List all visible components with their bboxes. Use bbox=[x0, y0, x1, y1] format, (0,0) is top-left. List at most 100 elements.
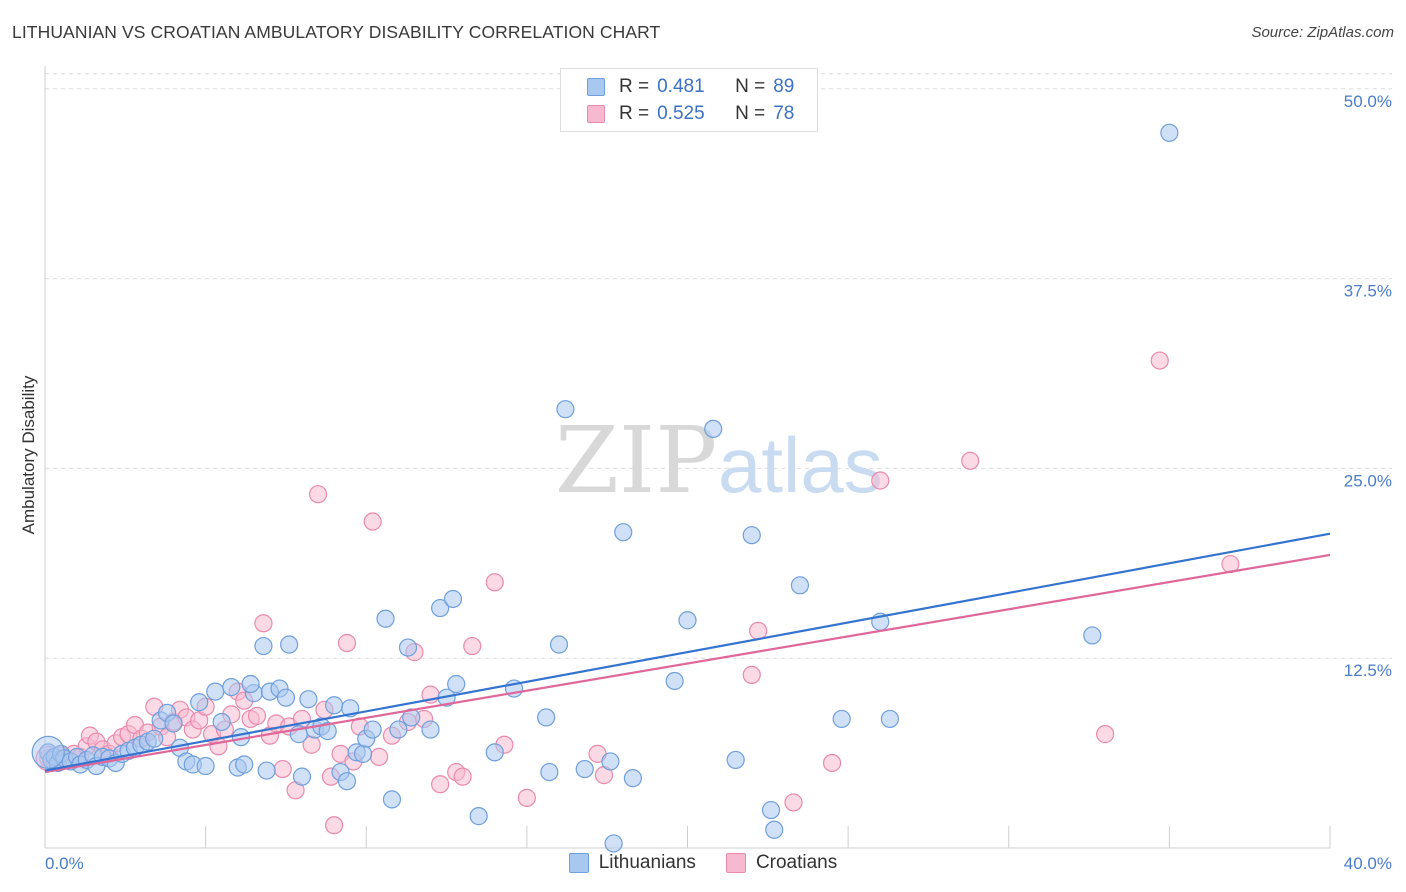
lithuanian-point bbox=[325, 696, 344, 715]
lithuanian-point bbox=[790, 576, 810, 595]
lithuanian-point bbox=[382, 790, 402, 809]
legend-swatch-lithuanians bbox=[587, 78, 605, 96]
croatian-point bbox=[822, 753, 842, 773]
croatian-point bbox=[363, 512, 382, 531]
legend-n-value: 78 bbox=[773, 103, 795, 124]
x-tick-labels: 0.0% 40.0% bbox=[45, 854, 1392, 873]
lithuanian-point bbox=[164, 714, 183, 733]
lithuanian-point bbox=[299, 690, 318, 709]
lithuanian-point bbox=[337, 772, 357, 791]
legend-row-lithuanians: R = 0.481 N = 89 bbox=[587, 75, 794, 99]
lithuanian-point bbox=[540, 762, 559, 782]
lithuanian-point bbox=[832, 709, 851, 729]
croatian-point bbox=[247, 706, 267, 725]
lithuanian-point bbox=[469, 807, 488, 826]
lithuanian-point bbox=[765, 820, 784, 839]
x-tick-label: 40.0% bbox=[1344, 854, 1392, 873]
croatian-point bbox=[1096, 725, 1115, 744]
lithuanian-point bbox=[601, 752, 620, 771]
legend-r-label: R = bbox=[619, 103, 650, 124]
lithuanian-point bbox=[704, 419, 723, 439]
lithuanian-point bbox=[318, 721, 337, 741]
croatian-point bbox=[742, 665, 761, 684]
lithuanian-point bbox=[212, 712, 231, 732]
source-label: Source: ZipAtlas.com bbox=[1251, 24, 1394, 41]
croatians-trend-line bbox=[44, 553, 1331, 774]
lithuanian-point bbox=[254, 636, 273, 656]
lithuanian-point bbox=[614, 523, 633, 542]
croatian-point bbox=[337, 633, 357, 653]
lithuanians-trend-line bbox=[44, 532, 1331, 772]
croatian-point bbox=[749, 621, 768, 640]
x-tick-label: 0.0% bbox=[45, 854, 84, 873]
croatian-point bbox=[308, 485, 328, 504]
bottom-legend: Lithuanians Croatians bbox=[0, 852, 1406, 874]
y-axis-label: Ambulatory Disability bbox=[19, 375, 38, 534]
lithuanian-point bbox=[257, 761, 276, 780]
lithuanians-points bbox=[31, 123, 1179, 853]
lithuanian-point bbox=[742, 526, 761, 545]
croatian-point bbox=[961, 451, 980, 470]
y-tick-label: 12.5% bbox=[1344, 661, 1392, 680]
lithuanian-point bbox=[389, 720, 408, 739]
grid-lines bbox=[45, 73, 1392, 659]
lithuanian-point bbox=[485, 743, 504, 762]
legend-n-label: N = bbox=[735, 103, 766, 124]
lithuanian-point bbox=[575, 759, 594, 779]
lithuanian-point bbox=[447, 674, 466, 694]
watermark-atlas: atlas bbox=[718, 421, 883, 509]
watermark-zip: ZIP bbox=[555, 407, 717, 514]
y-tick-label: 50.0% bbox=[1344, 92, 1392, 111]
legend-label-lithuanians: Lithuanians bbox=[598, 852, 696, 873]
lithuanian-point bbox=[145, 729, 164, 748]
lithuanian-point bbox=[665, 671, 684, 691]
legend-label-croatians: Croatians bbox=[755, 852, 838, 873]
y-tick-labels: 12.5% 25.0% 37.5% 50.0% bbox=[1344, 92, 1392, 680]
croatian-point bbox=[453, 767, 472, 786]
axes bbox=[44, 66, 1331, 849]
trend-lines bbox=[44, 532, 1331, 774]
y-tick-label: 25.0% bbox=[1344, 471, 1392, 490]
legend-item-croatians: Croatians bbox=[725, 852, 838, 874]
croatian-point bbox=[517, 788, 536, 807]
lithuanian-point bbox=[761, 800, 781, 820]
legend-swatch-croatians bbox=[725, 853, 746, 873]
lithuanian-point bbox=[398, 638, 418, 657]
lithuanian-point bbox=[241, 674, 260, 694]
lithuanian-point bbox=[222, 677, 241, 697]
legend-r-value: 0.525 bbox=[657, 103, 705, 124]
legend-r-label: R = bbox=[619, 76, 650, 97]
lithuanian-point bbox=[235, 755, 254, 774]
lithuanian-point bbox=[206, 682, 225, 701]
croatian-point bbox=[463, 636, 482, 656]
top-legend: R = 0.481 N = 89 R = 0.525 N = 78 bbox=[560, 68, 818, 132]
croatian-point bbox=[485, 573, 504, 592]
lithuanian-point bbox=[726, 750, 745, 770]
lithuanian-point bbox=[353, 744, 373, 763]
lithuanian-point bbox=[376, 609, 395, 628]
lithuanian-point bbox=[623, 769, 642, 788]
lithuanian-point bbox=[402, 708, 421, 727]
legend-r-value: 0.481 bbox=[657, 76, 705, 97]
watermark: ZIP atlas bbox=[555, 407, 883, 514]
lithuanian-point bbox=[549, 635, 569, 654]
croatian-point bbox=[871, 471, 890, 490]
croatian-point bbox=[325, 816, 344, 835]
croatian-point bbox=[273, 759, 292, 779]
croatian-point bbox=[431, 775, 450, 794]
lithuanian-point bbox=[556, 400, 575, 419]
lithuanian-point bbox=[1083, 626, 1102, 645]
lithuanian-point bbox=[292, 767, 312, 786]
croatian-point bbox=[1150, 351, 1169, 370]
legend-n-value: 89 bbox=[773, 76, 795, 97]
croatian-point bbox=[784, 793, 803, 812]
lithuanian-point bbox=[678, 611, 697, 630]
chart-title: LITHUANIAN VS CROATIAN AMBULATORY DISABI… bbox=[12, 22, 661, 42]
lithuanian-point bbox=[604, 834, 623, 853]
legend-n-label: N = bbox=[735, 76, 766, 97]
lithuanian-point bbox=[537, 708, 556, 727]
lithuanian-point bbox=[431, 598, 450, 618]
lithuanian-point bbox=[276, 688, 296, 707]
legend-swatch-croatians bbox=[587, 105, 605, 123]
